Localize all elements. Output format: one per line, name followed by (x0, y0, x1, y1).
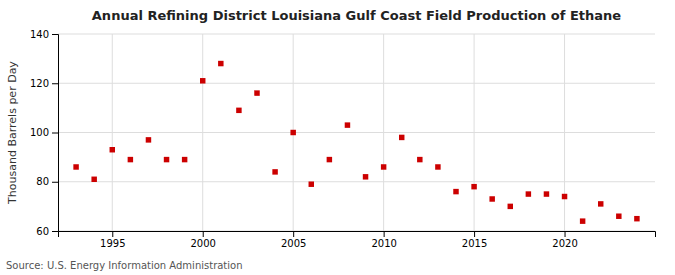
point (616, 213, 621, 218)
annotation: Source: U.S. Energy Information Administ… (6, 260, 243, 271)
tick-mark (384, 231, 385, 237)
plot-area (73, 61, 639, 224)
tick-label: 80 (36, 176, 49, 187)
tick: 140 (30, 29, 58, 40)
tick: 2005 (281, 231, 306, 249)
point (598, 201, 603, 206)
tick-mark (474, 231, 475, 237)
chart: 1995 2000 2005 2010 2015 2020 60 80 100 120 140 Ann… (0, 0, 675, 275)
tick-label: 2005 (281, 238, 306, 249)
point (544, 191, 549, 196)
x-axis: 1995 2000 2005 2010 2015 2020 (59, 231, 656, 249)
grid-line-y (58, 83, 655, 84)
point (290, 130, 295, 135)
point (272, 169, 277, 174)
tick: 2015 (462, 231, 487, 249)
tick-mark (112, 231, 113, 237)
tick-mark (203, 231, 204, 237)
point (73, 164, 78, 169)
point (128, 157, 133, 162)
tick-label: 100 (30, 127, 49, 138)
point (254, 90, 259, 95)
grid-line-y (58, 34, 655, 35)
tick-label: 120 (30, 78, 49, 89)
point (200, 78, 205, 83)
grid-line-x (112, 34, 113, 231)
tick-label: 2010 (371, 238, 396, 249)
point (634, 216, 639, 221)
tick: 60 (36, 226, 58, 237)
tick-label: 2000 (191, 238, 216, 249)
point (471, 184, 476, 189)
tick-label: 60 (36, 226, 49, 237)
tick: 2020 (552, 231, 577, 249)
axis-line (52, 35, 59, 232)
grid-line-x (383, 34, 384, 231)
point (489, 196, 494, 201)
axis-line (59, 232, 656, 238)
tick-label: 2020 (552, 238, 577, 249)
point (562, 194, 567, 199)
tick: 1995 (100, 231, 125, 249)
point (110, 147, 115, 152)
point (91, 177, 96, 182)
tick-mark (565, 231, 566, 237)
tick-label: 1995 (100, 238, 125, 249)
point (508, 204, 513, 209)
grid (58, 34, 655, 231)
tick-mark (52, 133, 58, 134)
point (309, 181, 314, 186)
tick: 80 (36, 176, 58, 187)
tick-mark (52, 231, 58, 232)
tick-mark (52, 182, 58, 183)
tick-mark (52, 34, 58, 35)
point (218, 61, 223, 66)
chart-container: 1995 2000 2005 2010 2015 2020 60 80 100 120 140 Ann… (0, 0, 675, 275)
point (453, 189, 458, 194)
point (182, 157, 187, 162)
tick-label: 140 (30, 29, 49, 40)
y-axis: 60 80 100 120 140 (30, 29, 59, 237)
point (381, 164, 386, 169)
title: Annual Refining District Louisiana Gulf … (92, 8, 622, 23)
point (327, 157, 332, 162)
point (435, 164, 440, 169)
point (580, 218, 585, 223)
tick: 100 (30, 127, 58, 138)
y-axis-label: Thousand Barrels per Day (6, 61, 19, 205)
grid-line-x (202, 34, 203, 231)
tick-label: 2015 (462, 238, 487, 249)
point (417, 157, 422, 162)
grid-line-y (58, 181, 655, 182)
point (236, 108, 241, 113)
tick: 2010 (371, 231, 396, 249)
tick: 2000 (191, 231, 216, 249)
point (399, 135, 404, 140)
point (345, 122, 350, 127)
tick-mark (52, 83, 58, 84)
grid-line-y (58, 132, 655, 133)
point (526, 191, 531, 196)
grid-line-x (564, 34, 565, 231)
tick-mark (293, 231, 294, 237)
tick: 120 (30, 78, 58, 89)
point (164, 157, 169, 162)
point (146, 137, 151, 142)
point (363, 174, 368, 179)
grid-line-x (474, 34, 475, 231)
